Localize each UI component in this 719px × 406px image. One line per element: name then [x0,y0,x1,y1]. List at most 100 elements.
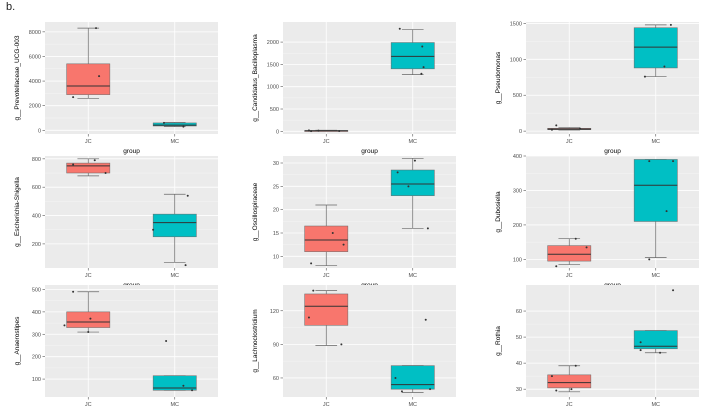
y-tick-label: 200 [513,223,522,229]
data-point [665,210,668,213]
data-point [639,349,642,352]
data-point [307,129,310,132]
x-axis-title: group [361,148,378,155]
y-tick-label: 500 [513,93,522,99]
y-tick-label: 1000 [267,85,279,91]
data-point [93,159,96,162]
data-point [162,121,165,124]
x-tick-label: JC [566,273,573,279]
data-point [317,129,320,132]
y-tick-label: 1500 [267,62,279,68]
data-point [648,160,651,163]
boxplot-panel-4: 200400600800JCMCgroupg__Escherichia-Shig… [14,156,218,289]
data-point [182,384,185,387]
y-tick-label: 50 [516,335,522,341]
y-axis-title: g__Oscillospiraceae [252,182,259,241]
y-axis-title: g__Lachnoclostridium [252,309,259,372]
y-axis-title: g__Rothia [495,326,502,356]
x-axis-title: group [604,148,621,155]
data-point [659,351,662,354]
x-tick-label: JC [85,273,92,279]
data-point [555,124,558,127]
data-point [424,318,427,321]
boxplot-panel-7: 100200300400500JCMCgroupg__Anaerostipes [14,285,218,406]
data-point [95,27,98,30]
y-tick-label: 90 [273,342,279,348]
data-point [331,232,334,234]
y-tick-label: 500 [32,287,41,293]
boxplot-panel-8: 6090120JCMCgroupg__Lachnoclostridium [252,285,456,406]
data-point [421,45,424,48]
data-point [89,317,92,320]
figure-label: b. [6,1,16,13]
boxplot-panel-2: 0 500 1000 1500 2000 JC MC group g__Candidatus_B… [252,22,456,155]
y-tick-label: 100 [513,257,522,263]
data-point [307,316,310,319]
data-point [426,227,429,230]
y-tick-label: 0 [38,128,41,134]
y-tick-label: 300 [513,188,522,194]
data-point [98,75,101,78]
data-point [570,388,573,391]
data-point [672,160,675,163]
box-mc [390,42,435,70]
data-point [72,290,75,293]
y-axis-title: g__Escherichia-Shigella [14,177,21,247]
data-point [407,185,410,188]
x-tick-label: MC [408,273,417,279]
box-jc [547,374,592,389]
x-tick-label: JC [323,139,330,145]
y-tick-label: 6000 [29,54,41,60]
data-point [579,127,582,130]
data-point [394,376,397,379]
x-tick-label: MC [170,402,179,406]
data-point [648,258,651,261]
y-tick-label: 1000 [510,57,522,63]
y-tick-label: 200 [32,242,41,248]
x-tick-label: MC [651,402,660,406]
data-point [104,172,107,175]
data-point [555,389,558,392]
box-jc [304,225,349,252]
data-point [87,331,90,334]
data-point [310,262,313,265]
boxplot-panel-6: 100200300400JCMCgroupg__Dubosiella [495,154,699,289]
x-tick-label: JC [323,402,330,406]
y-axis-title: g__Prevotellaceae_UCG-003 [14,35,21,120]
data-point [672,289,675,292]
y-tick-label: 100 [32,377,41,383]
box-jc [66,162,111,174]
y-tick-label: 60 [273,376,279,382]
x-tick-label: JC [566,402,573,406]
data-point [338,129,341,132]
data-point [663,65,666,68]
box-mc [633,159,678,222]
x-tick-label: JC [323,273,330,279]
y-tick-label: 40 [516,361,522,367]
y-tick-label: 25 [273,184,279,190]
y-axis-title: g__Candidatus_Bacilloplasma [252,34,259,122]
y-tick-label: 200 [32,355,41,361]
data-point [422,66,425,69]
data-point [574,237,577,240]
data-point [550,128,553,131]
x-tick-label: MC [170,273,179,279]
y-tick-label: 300 [32,332,41,338]
data-point [413,159,416,162]
y-axis-title: g__Pseudomonas [495,51,502,104]
x-axis-title: group [123,148,140,155]
data-point [72,163,75,166]
y-tick-label: 120 [270,309,279,315]
box-mc [152,122,197,127]
data-point [152,228,155,231]
x-tick-label: MC [408,139,417,145]
box-jc [304,293,349,326]
data-point [182,125,185,128]
box-jc [66,311,111,328]
data-point [186,194,189,197]
data-point [184,264,187,267]
data-point [398,27,401,30]
y-tick-label: 15 [273,231,279,237]
box-mc [633,27,678,69]
